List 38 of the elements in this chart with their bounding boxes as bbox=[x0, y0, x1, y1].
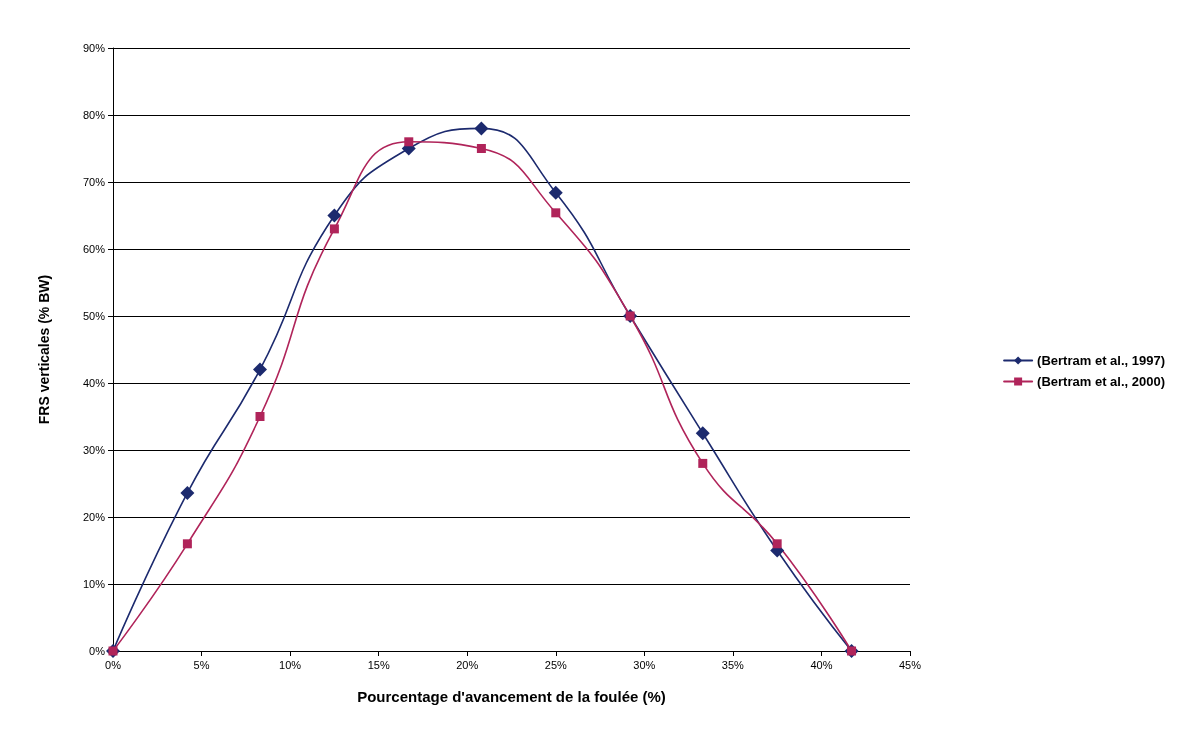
x-tick-label: 0% bbox=[105, 658, 122, 671]
x-tick-label: 10% bbox=[279, 658, 302, 671]
y-tick-label: 50% bbox=[82, 310, 106, 322]
y-tick-label: 20% bbox=[82, 511, 106, 523]
point bbox=[255, 412, 265, 421]
x-axis-title: Pourcentage d'avancement de la foulée (%) bbox=[357, 688, 666, 705]
x-tick-label: 35% bbox=[721, 658, 745, 671]
point bbox=[695, 426, 710, 441]
x-tick-label: 45% bbox=[898, 658, 922, 671]
y-axis-title: FRS verticales (% BW) bbox=[36, 274, 52, 425]
y-tick-label: 60% bbox=[82, 243, 106, 255]
y-tick-label: 30% bbox=[82, 444, 106, 456]
point bbox=[182, 539, 192, 549]
y-tick-label: 0% bbox=[89, 645, 106, 657]
y-tick-label: 40% bbox=[82, 377, 106, 389]
point bbox=[772, 539, 782, 549]
x-tick-label: 30% bbox=[633, 658, 656, 671]
x-tick-label: 25% bbox=[544, 658, 567, 671]
point bbox=[474, 121, 489, 136]
point bbox=[551, 208, 561, 218]
point bbox=[476, 144, 486, 153]
point bbox=[404, 137, 414, 147]
point bbox=[180, 485, 195, 500]
point bbox=[329, 224, 339, 234]
legend-label: (Bertram et al., 1997) bbox=[1037, 353, 1166, 368]
x-tick-label: 5% bbox=[193, 658, 210, 671]
point bbox=[253, 362, 267, 377]
y-tick-label: 10% bbox=[82, 578, 106, 590]
x-tick-label: 40% bbox=[810, 658, 833, 671]
point bbox=[327, 208, 342, 223]
y-tick-label: 70% bbox=[82, 176, 106, 188]
y-tick-label: 90% bbox=[82, 42, 106, 54]
x-tick-label: 15% bbox=[367, 658, 390, 671]
x-tick-label: 20% bbox=[456, 658, 479, 671]
legend-label: (Bertram et al., 2000) bbox=[1037, 374, 1166, 389]
y-tick-label: 80% bbox=[82, 109, 106, 121]
point bbox=[548, 185, 563, 200]
point bbox=[698, 458, 708, 468]
